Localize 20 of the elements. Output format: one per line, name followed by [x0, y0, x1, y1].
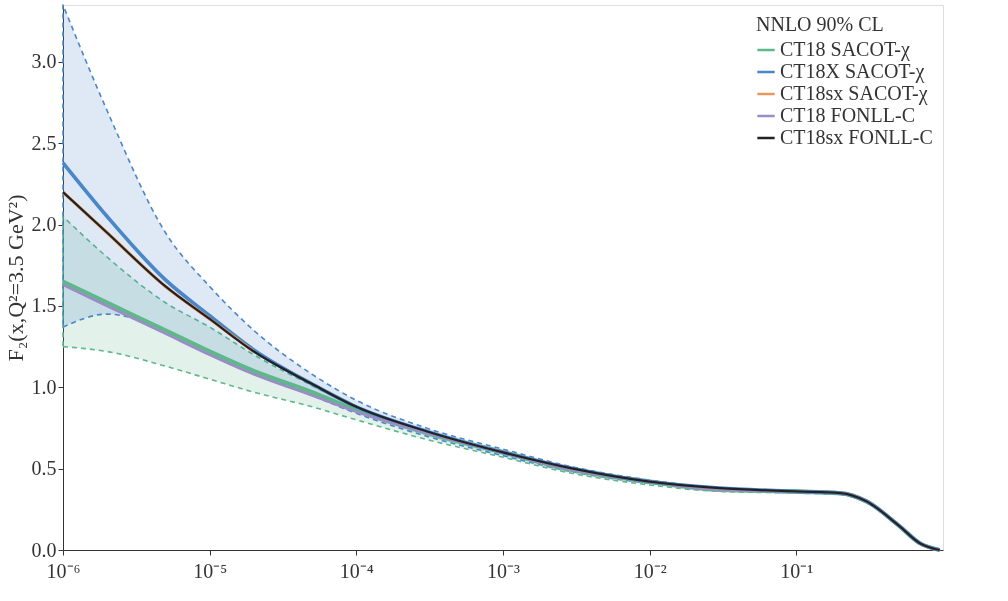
x-tick-label: 10⁻⁶ [46, 559, 81, 582]
y-tick-label: 1.5 [31, 294, 57, 317]
y-axis-title: F₂(x,Q²=3.5 GeV²) [2, 194, 28, 362]
y-tick-label: 0.5 [31, 457, 57, 480]
x-tick-label: 10⁻¹ [780, 559, 814, 582]
x-tick-label: 10⁻³ [487, 559, 520, 582]
legend-title: NNLO 90% CL [756, 13, 884, 35]
x-tick-label: 10⁻⁵ [193, 559, 228, 582]
legend-label: CT18sx SACOT-χ [780, 82, 928, 105]
legend-label: CT18X SACOT-χ [780, 60, 925, 83]
legend-label: CT18 SACOT-χ [780, 38, 910, 61]
y-tick-label: 3.0 [31, 50, 57, 73]
y-tick-label: 2.5 [31, 131, 57, 154]
x-tick-label: 10⁻⁴ [339, 559, 374, 582]
y-tick-label: 0.0 [31, 538, 57, 561]
legend-label: CT18 FONLL-C [780, 104, 915, 126]
y-tick-label: 2.0 [31, 213, 57, 236]
y-tick-label: 1.0 [31, 375, 57, 398]
x-tick-label: 10⁻² [633, 559, 667, 582]
legend-label: CT18sx FONLL-C [780, 126, 933, 148]
